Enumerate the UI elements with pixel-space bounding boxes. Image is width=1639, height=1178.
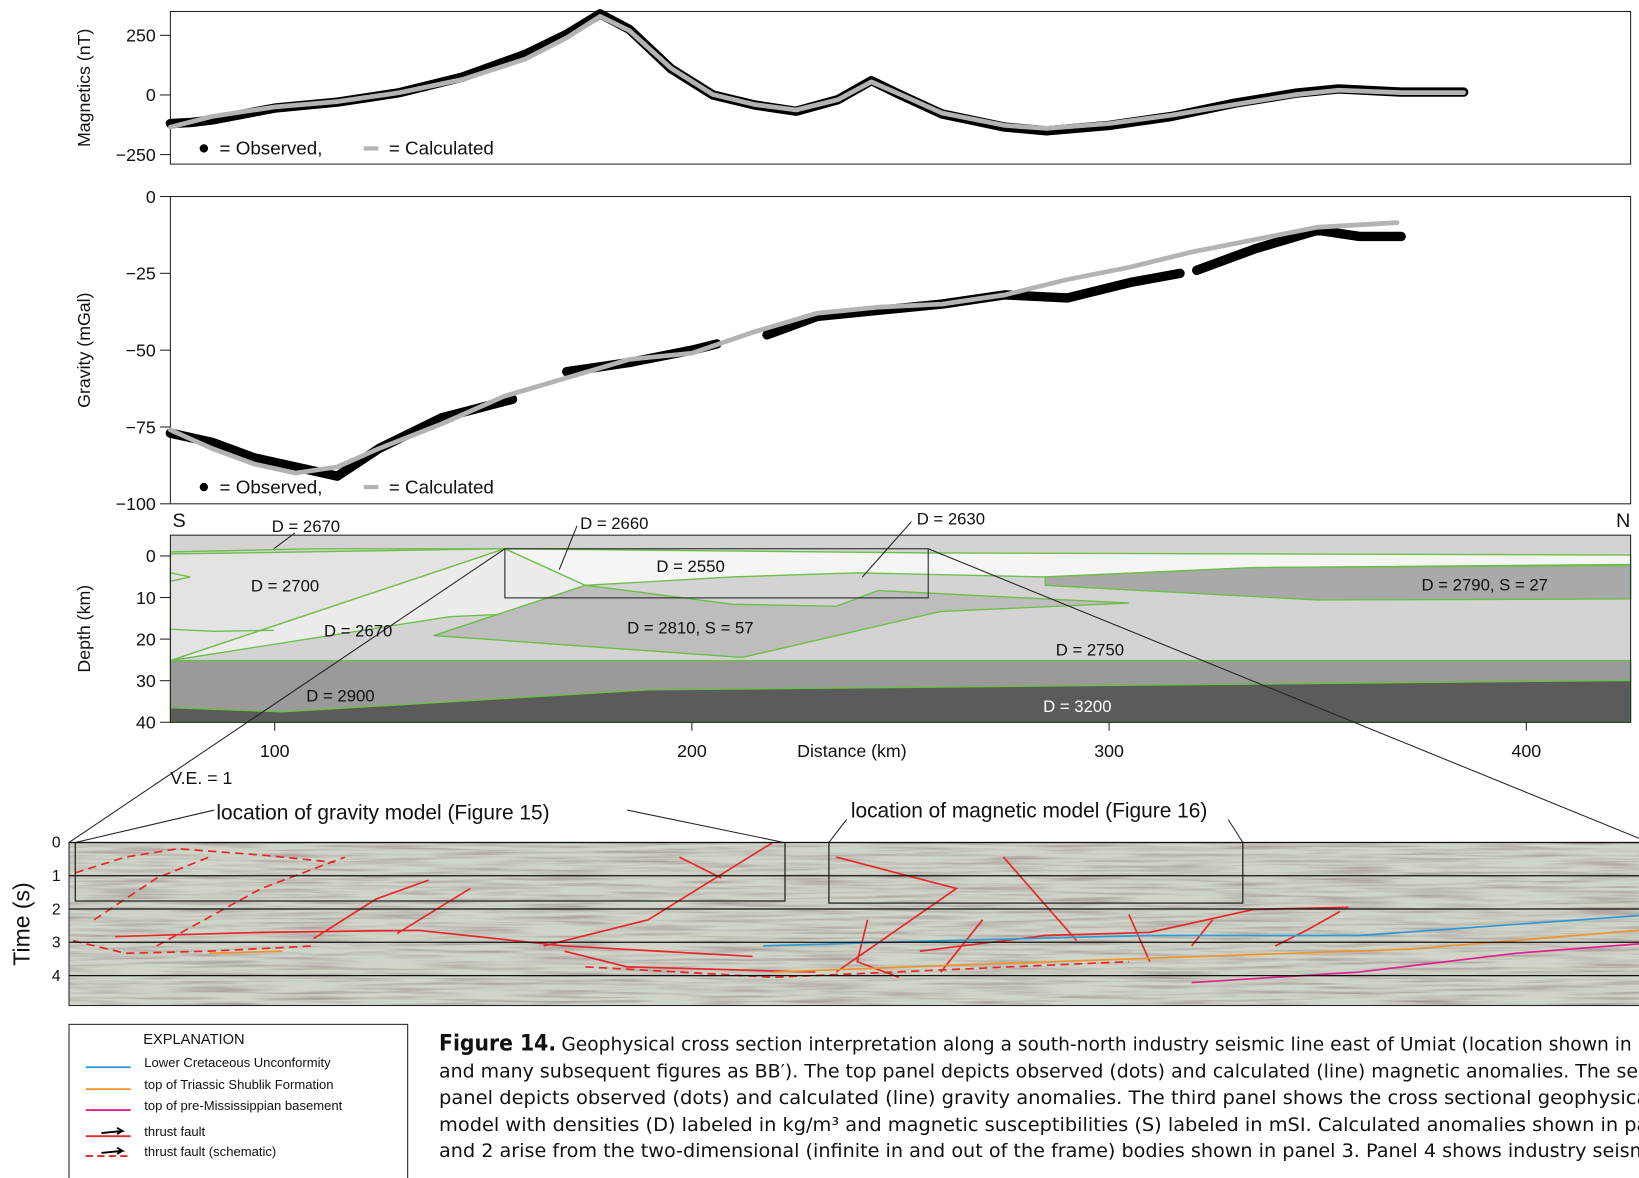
legend-label: = Observed, xyxy=(220,138,323,159)
caption-line: and 2 arise from the two-dimensional (in… xyxy=(439,1141,1639,1162)
y-tick-label: 0 xyxy=(146,187,156,207)
legend-item: top of Triassic Shublik Formation xyxy=(144,1077,333,1092)
legend-item: thrust fault (schematic) xyxy=(144,1144,276,1159)
y-tick-label: 250 xyxy=(126,26,156,46)
body-label: D = 2750 xyxy=(1056,640,1124,659)
y-tick-label: 40 xyxy=(136,713,156,733)
body-label: D = 2670 xyxy=(324,622,392,641)
body-label: D = 2660 xyxy=(580,514,648,533)
body-label: D = 2670 xyxy=(272,517,340,536)
north-label: N xyxy=(1616,510,1630,532)
body-label: D = 2700 xyxy=(251,577,319,596)
y-tick-label: 10 xyxy=(136,588,156,608)
caption-line: panel depicts observed (dots) and calcul… xyxy=(439,1088,1639,1109)
y-tick-label: 4 xyxy=(52,968,61,985)
caption-line: model with densities (D) labeled in kg/m… xyxy=(439,1115,1639,1136)
x-tick-label: 300 xyxy=(1094,741,1124,761)
legend-marker xyxy=(200,144,208,152)
body-label: D = 2630 xyxy=(917,510,985,529)
x-axis-label: Distance (km) xyxy=(797,741,906,761)
south-label: S xyxy=(172,510,185,532)
legend-label: = Observed, xyxy=(220,476,323,497)
y-tick-label: 3 xyxy=(52,935,61,952)
body-label: D = 2900 xyxy=(306,686,374,705)
y-axis-label: Magnetics (nT) xyxy=(74,29,94,147)
y-axis-label: Gravity (mGal) xyxy=(74,292,94,407)
y-tick-label: 20 xyxy=(136,629,156,649)
body-label: D = 3200 xyxy=(1043,697,1111,716)
legend-item: top of pre-Mississippian basement xyxy=(144,1098,342,1113)
y-tick-label: 2 xyxy=(52,901,61,918)
legend-item: Lower Cretaceous Unconformity xyxy=(144,1055,331,1070)
figure: location of gravity model (Figure 15) lo… xyxy=(0,0,1639,1178)
legend-title: EXPLANATION xyxy=(143,1032,244,1048)
calculated-line xyxy=(170,16,1463,128)
y-tick-label: 30 xyxy=(136,671,156,691)
gravity-frame xyxy=(170,197,1630,504)
body-label: D = 2790, S = 27 xyxy=(1422,576,1548,595)
annotation: location of magnetic model (Figure 16) xyxy=(851,799,1207,822)
y-tick-label: −100 xyxy=(116,494,156,514)
body-label: D = 2810, S = 57 xyxy=(627,618,753,637)
observed-line xyxy=(170,230,1401,476)
legend-marker xyxy=(200,483,208,491)
seismic-image xyxy=(69,823,1639,1006)
x-tick-label: 200 xyxy=(677,741,707,761)
y-tick-label: 0 xyxy=(146,85,156,105)
y-tick-label: −50 xyxy=(126,340,156,360)
annotation: location of gravity model (Figure 15) xyxy=(216,801,549,824)
ve-label: V.E. = 1 xyxy=(170,768,232,788)
page: {"chart_data": [ {"type": "line", "y_lab… xyxy=(0,0,1639,1178)
y-tick-label: −250 xyxy=(116,145,156,165)
y-tick-label: 1 xyxy=(52,868,61,885)
explanation: EXPLANATION Lower Cretaceous Unconformit… xyxy=(69,1024,408,1178)
y-axis-label: Time (s) xyxy=(8,882,34,965)
legend-label: = Calculated xyxy=(389,476,494,497)
x-tick-label: 100 xyxy=(260,741,290,761)
body-label: D = 2550 xyxy=(656,557,724,576)
caption-label: Figure 14. xyxy=(439,1031,556,1056)
y-tick-label: −75 xyxy=(126,417,156,437)
legend-item: thrust fault xyxy=(144,1124,205,1139)
y-tick-label: 0 xyxy=(52,835,61,852)
observed-line xyxy=(170,14,1463,131)
caption-line: Geophysical cross section interpretation… xyxy=(561,1034,1639,1055)
y-axis-label: Depth (km) xyxy=(74,585,94,673)
caption-line: and many subsequent figures as BB′). The… xyxy=(439,1062,1639,1083)
y-tick-label: 0 xyxy=(146,546,156,566)
y-tick-label: −25 xyxy=(126,264,156,284)
legend-label: = Calculated xyxy=(389,138,494,159)
x-tick-label: 400 xyxy=(1512,741,1542,761)
